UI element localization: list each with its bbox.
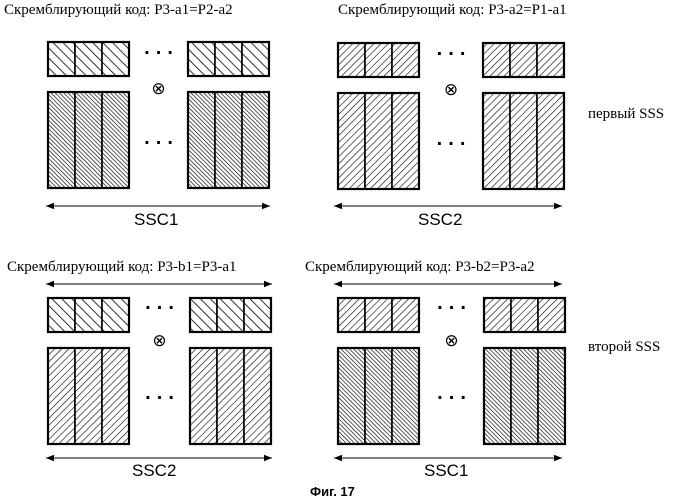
big-cell bbox=[392, 348, 419, 444]
side-label-first-sss: первый SSS bbox=[588, 106, 664, 123]
small-cell bbox=[510, 43, 537, 77]
big-cell bbox=[48, 348, 75, 444]
small-cell bbox=[190, 298, 217, 332]
small-cell bbox=[484, 298, 511, 332]
small-cell bbox=[75, 42, 102, 76]
big-cell bbox=[217, 348, 244, 444]
big-cell bbox=[392, 93, 419, 189]
block-group-bottom-right: · · · · · · ⊗ bbox=[334, 284, 565, 458]
small-cell bbox=[365, 298, 392, 332]
multiply-icon: ⊗ bbox=[444, 80, 458, 100]
span-label-bottom-right: SSC1 bbox=[424, 461, 468, 481]
small-cell bbox=[538, 298, 565, 332]
small-cell bbox=[102, 298, 129, 332]
small-cell bbox=[48, 298, 75, 332]
big-cell bbox=[188, 92, 215, 188]
big-cell bbox=[244, 348, 271, 444]
figure-caption: Фиг. 17 bbox=[310, 484, 355, 499]
small-cell bbox=[392, 43, 419, 77]
ellipsis-small: · · · bbox=[436, 44, 465, 63]
big-cell bbox=[365, 93, 392, 189]
small-cell bbox=[338, 298, 365, 332]
small-cell bbox=[215, 42, 242, 76]
big-cell bbox=[484, 348, 511, 444]
big-cell bbox=[75, 348, 102, 444]
small-cell bbox=[365, 43, 392, 77]
block-group-top-left: · · · · · · ⊗ bbox=[46, 42, 270, 206]
ellipsis-small: · · · bbox=[144, 43, 173, 62]
small-cell bbox=[48, 42, 75, 76]
small-cell bbox=[244, 298, 271, 332]
small-cell bbox=[217, 298, 244, 332]
ellipsis-small: · · · bbox=[145, 298, 174, 317]
ellipsis-big: · · · bbox=[437, 388, 466, 407]
small-cell bbox=[392, 298, 419, 332]
block-group-bottom-left: · · · · · · ⊗ bbox=[46, 284, 272, 458]
ellipsis-big: · · · bbox=[145, 388, 174, 407]
small-cell bbox=[102, 42, 129, 76]
ellipsis-big: · · · bbox=[436, 134, 465, 153]
block-group-top-right: · · · · · · ⊗ bbox=[334, 43, 564, 206]
multiply-icon: ⊗ bbox=[444, 331, 458, 351]
big-cell bbox=[338, 93, 365, 189]
caption-bottom-right: Скремблирующий код: P3-b2=P3-a2 bbox=[305, 259, 535, 276]
caption-top-left: Скремблирующий код: P3-a1=P2-a2 bbox=[4, 2, 233, 19]
span-label-top-left: SSC1 bbox=[134, 210, 178, 230]
small-cell bbox=[242, 42, 269, 76]
big-cell bbox=[102, 348, 129, 444]
ellipsis-big: · · · bbox=[144, 133, 173, 152]
big-cell bbox=[338, 348, 365, 444]
big-cell bbox=[190, 348, 217, 444]
ellipsis-small: · · · bbox=[437, 298, 466, 317]
big-cell bbox=[48, 92, 75, 188]
big-cell bbox=[75, 92, 102, 188]
big-cell bbox=[242, 92, 269, 188]
big-cell bbox=[510, 93, 537, 189]
big-cell bbox=[537, 93, 564, 189]
small-cell bbox=[483, 43, 510, 77]
caption-top-right: Скремблирующий код: P3-a2=P1-a1 bbox=[338, 2, 567, 19]
big-cell bbox=[511, 348, 538, 444]
big-cell bbox=[215, 92, 242, 188]
big-cell bbox=[102, 92, 129, 188]
big-cell bbox=[483, 93, 510, 189]
small-cell bbox=[511, 298, 538, 332]
small-cell bbox=[537, 43, 564, 77]
big-cell bbox=[365, 348, 392, 444]
span-label-top-right: SSC2 bbox=[418, 210, 462, 230]
side-label-second-sss: второй SSS bbox=[588, 339, 660, 356]
big-cell bbox=[538, 348, 565, 444]
multiply-icon: ⊗ bbox=[151, 79, 165, 99]
caption-bottom-left: Скремблирующий код: P3-b1=P3-a1 bbox=[7, 259, 237, 276]
small-cell bbox=[338, 43, 365, 77]
small-cell bbox=[75, 298, 102, 332]
small-cell bbox=[188, 42, 215, 76]
span-label-bottom-left: SSC2 bbox=[132, 461, 176, 481]
multiply-icon: ⊗ bbox=[152, 331, 166, 351]
